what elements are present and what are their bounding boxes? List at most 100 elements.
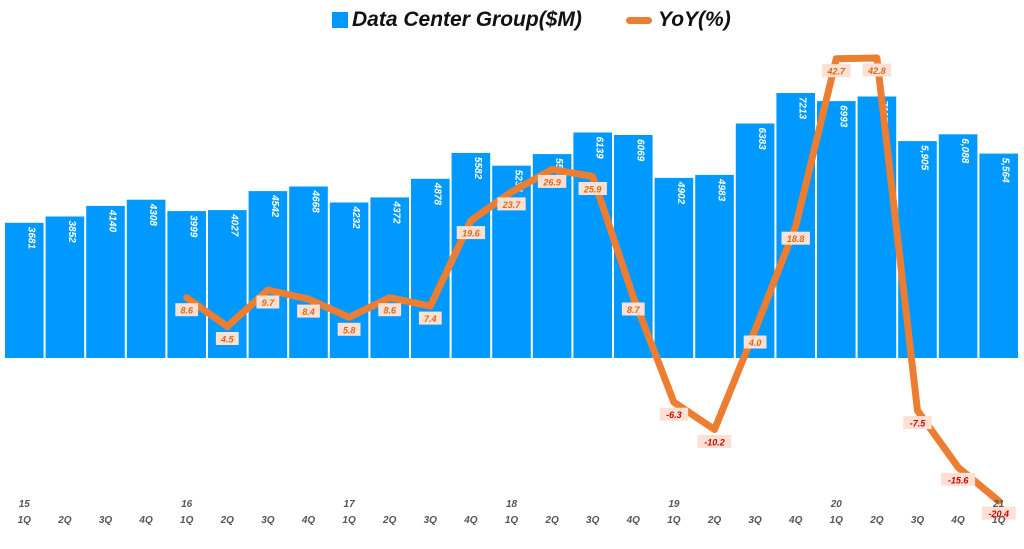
yoy-label-bg xyxy=(981,506,1016,520)
bar-value-label: 4983 xyxy=(716,178,727,202)
yoy-line xyxy=(183,54,1003,505)
bar-value-label: 4232 xyxy=(350,206,361,230)
x-tick-quarter: 1Q xyxy=(830,515,844,526)
bar-18 xyxy=(735,123,775,358)
bar-value-label: 4372 xyxy=(391,200,402,224)
yoy-value-label: -15.6 xyxy=(948,475,970,485)
bar-value-label: 6383 xyxy=(756,128,767,151)
yoy-label-bg xyxy=(621,302,645,316)
yoy-value-label: 19.6 xyxy=(462,229,481,239)
yoy-label-bg xyxy=(743,335,767,349)
bar-value-label: 6,088 xyxy=(959,138,970,163)
x-axis: 15 1Q 2Q 3Q 4Q 16 1Q 2Q 3Q 4Q 17 1Q 2Q 3Q 4Q 18 1Q 2Q 3Q 4Q… xyxy=(18,499,1006,526)
x-tick-quarter: 3Q xyxy=(261,515,275,526)
x-tick-quarter: 3Q xyxy=(748,515,762,526)
bar-value-label: 4878 xyxy=(431,182,442,206)
x-tick-quarter: 4Q xyxy=(301,515,316,526)
x-tick-year: 15 xyxy=(19,499,31,510)
bar-3 xyxy=(126,199,166,358)
yoy-label-bg xyxy=(822,64,851,78)
yoy-label-bg xyxy=(175,303,199,317)
bar-22 xyxy=(898,141,937,358)
yoy-value-label: 8.6 xyxy=(383,306,397,316)
yoy-value-label: 8.7 xyxy=(627,305,641,315)
bar-24 xyxy=(979,153,1018,358)
bar-17 xyxy=(695,174,734,358)
yoy-label-bg xyxy=(418,311,442,325)
bar-value-label: 4027 xyxy=(228,213,239,237)
bar-value-label: 3999 xyxy=(188,215,199,238)
yoy-value-label: 4.0 xyxy=(748,338,762,348)
x-tick-quarter: 2Q xyxy=(220,515,235,526)
bar-7 xyxy=(289,186,328,358)
yoy-value-label: 7.4 xyxy=(424,314,437,324)
bar-21 xyxy=(857,96,897,358)
x-tick-quarter: 3Q xyxy=(586,515,600,526)
yoy-value-label: 8.4 xyxy=(302,307,315,317)
yoy-value-label: 23.7 xyxy=(502,200,522,210)
bar-value-label: 6993 xyxy=(837,105,848,128)
chart-legend: Data Center Group($M) YoY(%) xyxy=(0,8,1024,42)
x-tick-quarter: 1Q xyxy=(505,515,519,526)
legend-item-data-center: Data Center Group($M) xyxy=(332,8,582,32)
bar-value-label: 6069 xyxy=(634,139,645,162)
legend-item-yoy: YoY(%) xyxy=(626,8,731,32)
x-tick-year: 19 xyxy=(668,499,680,510)
yoy-label-bg xyxy=(537,174,567,188)
x-tick-quarter: 1Q xyxy=(180,515,194,526)
yoy-value-label: 18.8 xyxy=(787,234,805,244)
x-tick-quarter: 4Q xyxy=(138,515,153,526)
yoy-label-bg xyxy=(903,416,932,430)
yoy-label-bg xyxy=(697,435,732,448)
bar-20 xyxy=(817,101,856,358)
x-tick-quarter: 2Q xyxy=(707,515,722,526)
bar-value-label: 5234 xyxy=(513,170,524,193)
x-tick-quarter: 4Q xyxy=(950,515,965,526)
x-tick-year: 18 xyxy=(506,499,518,510)
bar-10 xyxy=(411,178,450,358)
legend-label-data-center: Data Center Group($M) xyxy=(352,8,582,31)
bar-value-label: 4308 xyxy=(147,203,158,227)
yoy-label-bg xyxy=(941,472,976,486)
yoy-value-label: 42.8 xyxy=(867,66,886,76)
yoy-label-bg xyxy=(456,226,486,240)
bar-9 xyxy=(370,197,409,358)
yoy-value-label: 5.8 xyxy=(343,325,356,335)
x-tick-quarter: 4Q xyxy=(463,515,478,526)
bar-value-label: 7213 xyxy=(797,97,808,120)
x-tick-quarter: 2Q xyxy=(544,515,559,526)
x-tick-quarter: 1Q xyxy=(992,515,1006,526)
x-tick-year: 16 xyxy=(181,499,193,510)
x-tick-quarter: 3Q xyxy=(99,515,113,526)
bar-4 xyxy=(167,211,206,358)
yoy-value-label: -20.4 xyxy=(988,509,1009,519)
yoy-value-label: 25.9 xyxy=(583,185,602,195)
yoy-value-label: 42.7 xyxy=(827,67,847,77)
yoy-label-bg xyxy=(256,295,280,309)
yoy-value-label: 9.7 xyxy=(262,298,276,308)
yoy-label-bg xyxy=(659,407,689,421)
bar-value-label: 6139 xyxy=(594,137,605,160)
yoy-value-label: 4.5 xyxy=(220,335,235,345)
bar-6 xyxy=(248,191,288,358)
bar-2 xyxy=(86,205,125,358)
x-tick-quarter: 3Q xyxy=(424,515,438,526)
x-tick-quarter: 1Q xyxy=(342,515,356,526)
yoy-label-bg xyxy=(378,303,402,317)
x-tick-quarter: 2Q xyxy=(382,515,397,526)
bar-value-label: 4140 xyxy=(107,209,118,233)
bar-value-label: 5,564 xyxy=(1000,158,1011,183)
bar-14 xyxy=(573,132,612,358)
x-tick-quarter: 1Q xyxy=(18,515,32,526)
bar-value-label: 5582 xyxy=(472,157,483,180)
yoy-value-label: -6.3 xyxy=(666,410,682,420)
yoy-value-label: 26.9 xyxy=(542,177,561,187)
yoy-label-bg xyxy=(297,304,320,318)
x-tick-quarter: 3Q xyxy=(911,515,925,526)
x-tick-quarter: 4Q xyxy=(626,515,641,526)
yoy-label-bg xyxy=(862,63,892,77)
legend-swatch-line-icon xyxy=(626,16,652,24)
bar-1 xyxy=(45,216,85,358)
x-tick-quarter: 2Q xyxy=(57,515,72,526)
